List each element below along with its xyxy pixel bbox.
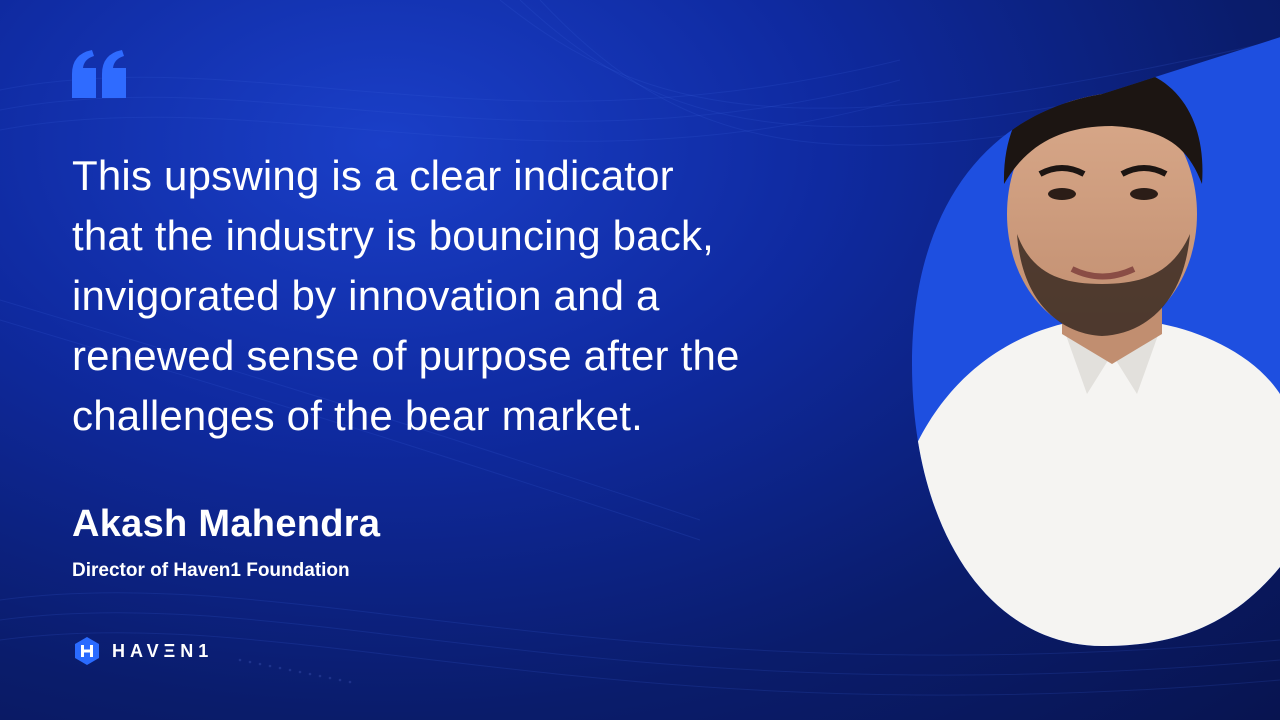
quote-icon — [72, 50, 126, 98]
quote-line: that the industry is bouncing back, — [72, 212, 715, 259]
quote-line: challenges of the bear market. — [72, 392, 643, 439]
brand-logo: HAVΞN1 — [72, 636, 213, 666]
brand-wordmark: HAVΞN1 — [112, 640, 214, 661]
quote-line: renewed sense of purpose after the — [72, 332, 740, 379]
speaker-title: Director of Haven1 Foundation — [72, 560, 350, 581]
quote-line: invigorated by innovation and a — [72, 272, 660, 319]
haven1-logo-icon — [75, 637, 99, 665]
speaker-name: Akash Mahendra — [72, 503, 381, 545]
quote-text: This upswing is a clear indicator that t… — [72, 146, 872, 446]
speaker-portrait — [912, 34, 1280, 646]
quote-line: This upswing is a clear indicator — [72, 152, 674, 199]
